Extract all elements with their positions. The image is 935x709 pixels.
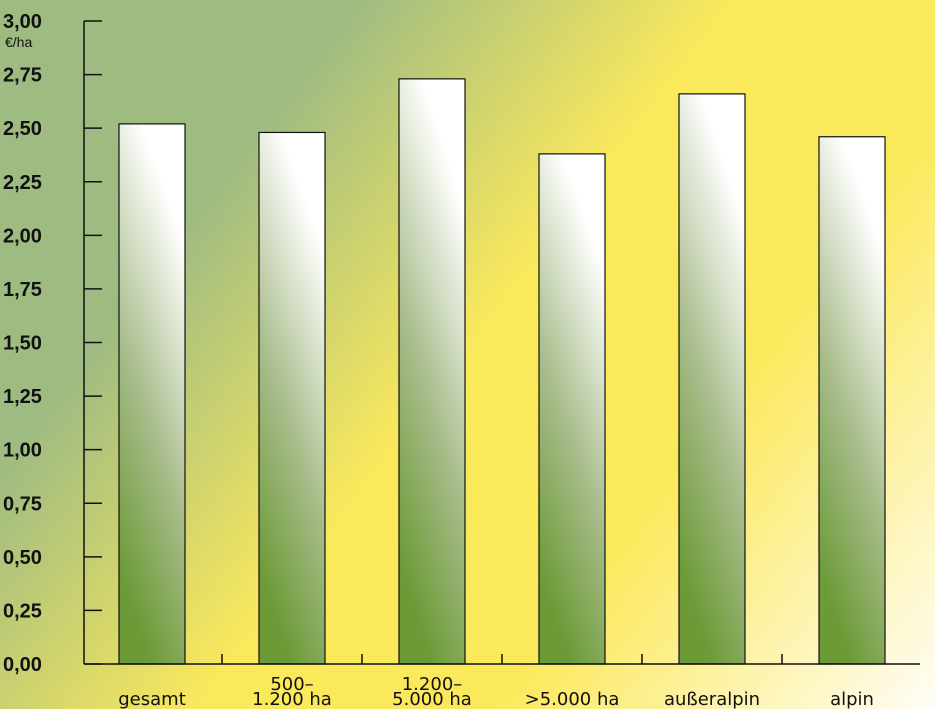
y-tick-label: 1,50 [3, 333, 42, 355]
x-category-label: alpin [830, 689, 874, 709]
y-tick-label: 1,25 [3, 386, 42, 408]
y-tick-label: 1,75 [3, 279, 42, 301]
y-tick-label: 2,25 [3, 172, 42, 194]
bar [818, 136, 886, 665]
y-tick-label: 2,50 [3, 118, 42, 140]
y-tick-label: 0,25 [3, 600, 42, 622]
bar [678, 93, 746, 665]
y-axis-unit-label: €/ha [5, 34, 32, 50]
bar [538, 153, 606, 665]
x-axis: gesamt 500–1.200 ha 1.200–5.000 ha >5.000 h… [84, 654, 920, 709]
bars [118, 78, 886, 665]
x-category-label: 1.200– [402, 674, 463, 695]
bar [118, 123, 186, 665]
x-category-label: 5.000 ha [392, 689, 472, 709]
x-category-label: 500– [270, 674, 313, 695]
y-tick-label: 2,75 [3, 65, 42, 87]
x-category-label: 1.200 ha [252, 689, 332, 709]
y-tick-label: 0,50 [3, 547, 42, 569]
y-tick-label: 1,00 [3, 440, 42, 462]
y-tick-label: 0,00 [3, 654, 42, 676]
bar [258, 131, 326, 665]
y-tick-label: 2,00 [3, 225, 42, 247]
x-category-label: außeralpin [664, 689, 760, 709]
y-tick-label: 0,75 [3, 493, 42, 515]
x-category-label: gesamt [118, 689, 186, 709]
y-tick-label: 3,00 [3, 11, 42, 33]
x-category-label: >5.000 ha [525, 689, 620, 709]
y-axis: 0,00 0,25 0,50 0,75 1,00 1,25 1,50 1,75 2,00 2,25… [3, 11, 102, 676]
bar [398, 78, 466, 665]
